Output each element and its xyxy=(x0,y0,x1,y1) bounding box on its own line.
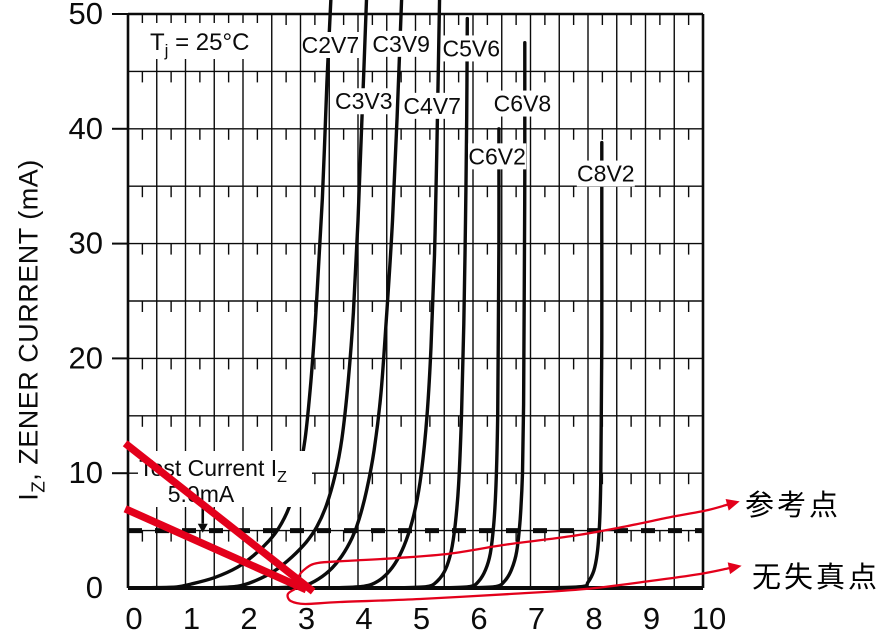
x-tick-label: 0 xyxy=(125,601,142,636)
y-tick-label: 50 xyxy=(69,0,103,31)
x-tick-label: 7 xyxy=(528,601,545,636)
series-label-box xyxy=(334,88,393,115)
tj-label: Tj = 25°C xyxy=(150,29,249,60)
curve-C8V2 xyxy=(546,140,604,590)
y-tick-label: 40 xyxy=(69,111,103,146)
series-label-C3V9: C3V9 xyxy=(372,31,430,57)
series-label-C6V8: C6V8 xyxy=(494,91,552,117)
test-current-arrowhead xyxy=(197,523,208,533)
x-tick-label: 5 xyxy=(413,601,430,636)
x-tick-label: 2 xyxy=(240,601,257,636)
red-annotation-layer xyxy=(122,440,742,606)
junction-temperature-note: Tj = 25°C xyxy=(139,23,265,60)
tick-labels: 0 1 2 3 4 5 6 7 8 9 10 0 10 20 30 40 50 xyxy=(69,0,727,636)
y-axis-title: IZ, ZENER CURRENT (mA) xyxy=(13,159,50,501)
curve-C3V9 xyxy=(272,0,404,590)
series-label-C4V7: C4V7 xyxy=(403,93,461,119)
curve-C3V3 xyxy=(209,0,369,590)
x-tick-label: 3 xyxy=(298,601,315,636)
reference-point-arrow xyxy=(297,503,729,587)
series-label-C2V7: C2V7 xyxy=(302,32,360,58)
x-tick-label: 1 xyxy=(183,601,200,636)
series-label-C8V2: C8V2 xyxy=(577,161,635,187)
series-label-C3V3: C3V3 xyxy=(335,88,393,114)
no-distortion-arrow xyxy=(286,567,731,606)
series-label-box xyxy=(576,160,635,187)
series-label-C5V6: C5V6 xyxy=(443,35,501,61)
series-label-box xyxy=(442,35,501,62)
series-label-box xyxy=(372,30,431,57)
x-tick-label: 6 xyxy=(470,601,487,636)
y-tick-label: 0 xyxy=(86,570,103,605)
test-current-note: Test Current IZ 5.0mA xyxy=(138,451,312,507)
curve-C6V8 xyxy=(468,41,527,590)
curve-C6V2 xyxy=(442,127,501,590)
no-distortion-arrow-head xyxy=(727,562,742,575)
series-label-box xyxy=(468,143,527,170)
curve-C2V7 xyxy=(146,0,333,590)
curve-C4V7 xyxy=(333,0,442,590)
load-line-steep xyxy=(122,440,316,595)
series-label-box xyxy=(493,90,552,117)
y-tick-label: 20 xyxy=(69,340,103,375)
load-line-shallow xyxy=(123,505,308,594)
chart-base-layer: 0 1 2 3 4 5 6 7 8 9 1001020304050C2V7C3V3C3V9C4V7C… xyxy=(69,0,727,636)
tj-label-box xyxy=(139,23,265,59)
reference-point-arrow-head xyxy=(725,498,740,511)
x-tick-label: 4 xyxy=(355,601,372,636)
no-distortion-point-label: 无失真点 xyxy=(752,562,881,594)
series-label-C6V2: C6V2 xyxy=(468,143,526,169)
series-label-box xyxy=(403,92,462,119)
curve-C5V6 xyxy=(396,16,469,590)
series-labels: C2V7 C3V3 C3V9 C4V7 C5V6 C6V2 C6V8 C8V2 xyxy=(301,30,635,187)
x-tick-label: 8 xyxy=(585,601,602,636)
zener-curves xyxy=(146,0,604,590)
y-tick-label: 10 xyxy=(69,455,103,490)
x-tick-label: 9 xyxy=(643,601,660,636)
series-label-box xyxy=(301,31,360,58)
y-tick-label: 30 xyxy=(69,226,103,261)
reference-point-label: 参考点 xyxy=(745,490,842,522)
x-tick-label: 10 xyxy=(692,601,726,636)
